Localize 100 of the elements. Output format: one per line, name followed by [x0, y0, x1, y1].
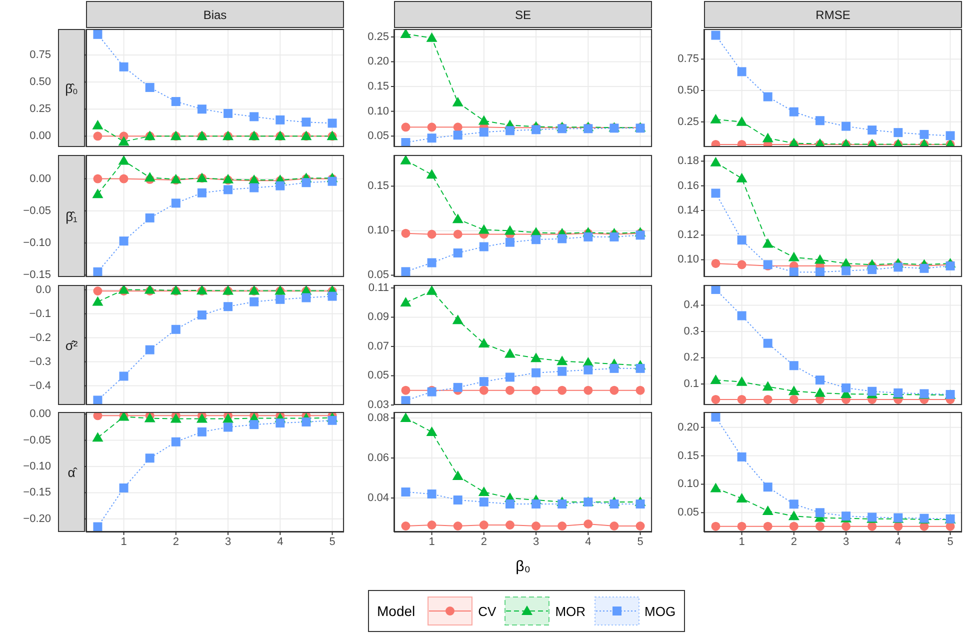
point [815, 116, 824, 126]
point [119, 174, 128, 184]
point [505, 520, 514, 530]
point [737, 67, 746, 76]
point [224, 302, 233, 312]
y-tick-label: 0.25 [30, 103, 51, 116]
point [224, 422, 233, 432]
point [92, 432, 104, 442]
point [815, 268, 824, 277]
point [737, 260, 746, 270]
point [427, 520, 436, 530]
y-tick-label: 0.18 [678, 155, 699, 168]
point [276, 294, 285, 304]
point [532, 522, 541, 530]
point [427, 134, 436, 143]
point [737, 452, 746, 462]
y-tick-label: 0.25 [368, 30, 389, 43]
point [453, 522, 462, 530]
y-tick-label: 0.20 [368, 56, 389, 68]
point [197, 104, 206, 114]
point [558, 500, 567, 508]
point [558, 366, 567, 376]
point [427, 122, 436, 132]
point [894, 128, 903, 138]
y-axis-title: α̂ [58, 412, 85, 532]
point [763, 522, 772, 531]
point [426, 32, 438, 42]
point [426, 426, 438, 436]
point [479, 520, 488, 530]
point [452, 214, 464, 224]
point [636, 500, 645, 508]
legend-label: MOG [644, 604, 676, 618]
point [505, 126, 514, 136]
y-tick-label: 0.75 [30, 48, 51, 61]
point [788, 386, 800, 396]
point [453, 496, 462, 504]
y-tick-label: −0.10 [23, 460, 51, 472]
y-tick-label: −0.15 [23, 269, 51, 282]
point [479, 242, 488, 252]
point [762, 238, 774, 248]
point [93, 30, 102, 39]
y-tick-label: −0.05 [23, 204, 51, 217]
point [196, 413, 208, 423]
point [427, 258, 436, 268]
point [479, 128, 488, 137]
point [93, 174, 102, 184]
y-tick-label: 0.00 [30, 130, 51, 142]
y-tick-label: −0.2 [29, 332, 51, 344]
point [815, 508, 824, 518]
y-tick-label: 0.05 [678, 506, 699, 519]
y-tick-label: 0.50 [678, 84, 699, 97]
point [222, 413, 234, 423]
point [145, 454, 154, 463]
y-tick-label: 0.10 [368, 105, 389, 118]
y-tick-label: 0.05 [368, 269, 389, 282]
y-tick-label: −0.20 [23, 512, 51, 525]
point [478, 338, 490, 348]
point [711, 258, 720, 268]
point [789, 522, 798, 531]
point [118, 155, 130, 165]
point [401, 488, 410, 496]
x-tick-label: 1 [428, 536, 435, 548]
point [93, 286, 102, 296]
point [401, 122, 410, 132]
y-tick-label: 0.2 [684, 352, 699, 364]
point [171, 324, 180, 334]
point [426, 169, 438, 179]
y-axis-title: σ̂² [58, 285, 85, 405]
point [868, 265, 877, 274]
point [584, 386, 593, 395]
legend-title: Model [377, 603, 416, 619]
chart-title: RMSE [704, 1, 962, 28]
point [505, 372, 514, 382]
x-tick-label: 5 [947, 536, 954, 548]
point [276, 115, 285, 124]
point [92, 188, 104, 198]
point [302, 417, 311, 426]
point [737, 236, 746, 245]
point [453, 122, 462, 132]
point [328, 292, 337, 301]
point [842, 266, 851, 276]
y-tick-label: 0.14 [678, 204, 699, 216]
y-tick-label: 0.12 [678, 229, 699, 242]
point [478, 224, 490, 234]
y-axis-title: β̂₀ [58, 29, 85, 147]
y-tick-label: 0.05 [368, 370, 389, 382]
point [145, 345, 154, 354]
y-tick-label: 0.05 [368, 130, 389, 142]
point [302, 293, 311, 302]
point [478, 486, 490, 496]
point [610, 500, 619, 508]
point [93, 396, 102, 405]
point [93, 522, 102, 532]
y-tick-label: 0.4 [684, 299, 699, 312]
y-tick-label: −0.10 [23, 236, 51, 249]
point [328, 118, 337, 128]
point [478, 115, 490, 125]
point [401, 386, 410, 395]
point [762, 132, 774, 142]
chart-title: Bias [86, 1, 344, 28]
